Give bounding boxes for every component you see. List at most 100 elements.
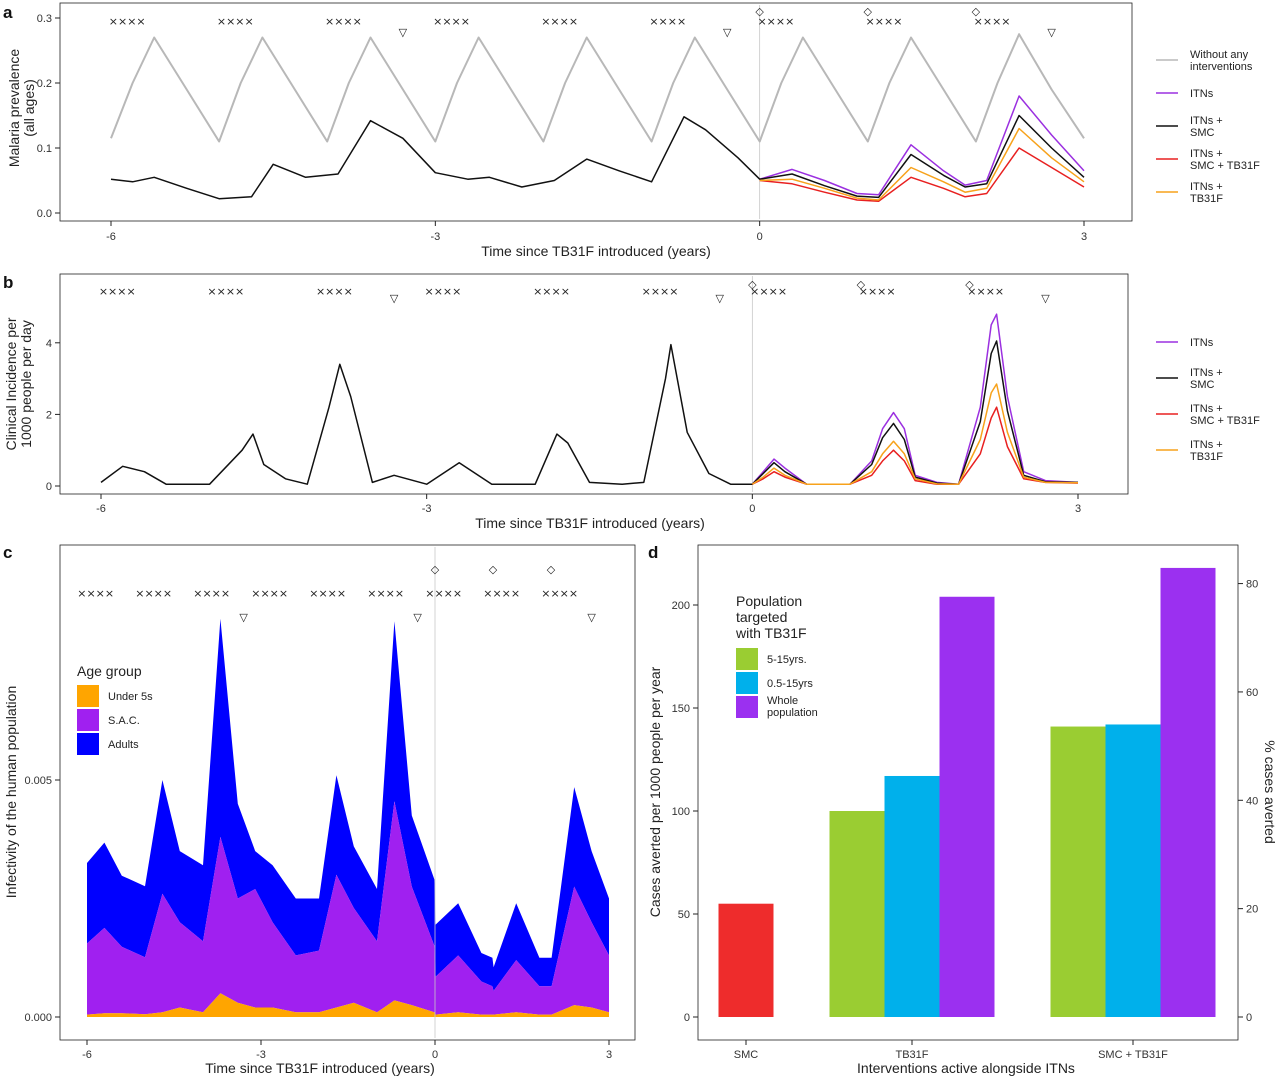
panel-b-ylabel: Clinical Incidence per 1000 people per d… bbox=[3, 317, 34, 450]
panel-d-y2tick-label: 40 bbox=[1246, 795, 1258, 807]
panel-a-smc-marker: ×××× bbox=[974, 15, 1011, 28]
panel-d-legend-label-whole: population bbox=[767, 707, 818, 719]
panel-b-plot: -6 -3 0 3 0 2 4 ×××× ×××× ×××× ×××× ×××× ×××× ×××× ×××… bbox=[46, 276, 1081, 515]
panel-d-legend-title: targeted bbox=[736, 609, 787, 625]
panel-b-xtick-label: -6 bbox=[96, 503, 106, 515]
panel-d-legend-label-age_5_15: 5-15yrs. bbox=[767, 654, 807, 666]
panel-a-ytick-label: 0.1 bbox=[37, 143, 52, 155]
panel-b-ivermectin-marker: ▽ bbox=[716, 292, 725, 305]
panel-b-legend-label-itns_smc: SMC bbox=[1190, 379, 1215, 391]
panel-c-legend-label-adults: Adults bbox=[108, 739, 139, 751]
panel-c-smc-marker: ×××× bbox=[251, 587, 288, 600]
panel-a-legend-label-itns_tb31f: ITNs + bbox=[1190, 181, 1223, 193]
panel-b-legend-label-itns_tb31f: TB31F bbox=[1190, 451, 1223, 463]
panel-b-xlabel: Time since TB31F introduced (years) bbox=[475, 515, 705, 531]
panel-a-xtick-label: -3 bbox=[430, 231, 440, 243]
panel-a-smc-marker: ×××× bbox=[433, 15, 470, 28]
panel-d-bar-age_05_15 bbox=[1105, 724, 1161, 1017]
panel-d-xtick-label: TB31F bbox=[895, 1049, 928, 1061]
panel-a-smc-marker: ×××× bbox=[866, 15, 903, 28]
panel-a-legend-label-itns_smc_tb31f: SMC + TB31F bbox=[1190, 160, 1260, 172]
panel-d-ylabel: Cases averted per 1000 people per year bbox=[647, 666, 663, 917]
panel-c-legend-label-under5: Under 5s bbox=[108, 691, 153, 703]
panel-a-ylabel-line1: Malaria prevalence bbox=[6, 49, 22, 167]
panel-d-bar-age_05_15 bbox=[884, 775, 940, 1017]
panel-b-smc-marker: ×××× bbox=[642, 285, 679, 298]
panel-a-legend-label-itns_smc_tb31f: ITNs + bbox=[1190, 148, 1223, 160]
panel-b-legend-label-itns_smc_tb31f: SMC + TB31F bbox=[1190, 415, 1260, 427]
panel-a-tb31f-marker: ◇ bbox=[755, 5, 764, 18]
panel-c-plot: -6 -3 0 3 0.000 0.005 ×××× ×××× ×××× ×××× ×××× ××××… bbox=[24, 547, 612, 1061]
panel-d-ytick-label: 150 bbox=[672, 703, 690, 715]
panel-d-xlabel: Interventions active alongside ITNs bbox=[857, 1060, 1075, 1076]
panel-d-ytick-label: 50 bbox=[678, 909, 690, 921]
panel-d-y2tick-label: 0 bbox=[1246, 1012, 1252, 1024]
panel-b-ivermectin-marker: ▽ bbox=[390, 292, 399, 305]
panel-a-ytick-label: 0.2 bbox=[37, 78, 52, 90]
panel-a-legend-label-itns_smc: ITNs + bbox=[1190, 115, 1223, 127]
panel-a-smc-marker: ×××× bbox=[541, 15, 578, 28]
panel-c-smc-marker: ×××× bbox=[483, 587, 520, 600]
panel-b-tb31f-marker: ◇ bbox=[748, 278, 757, 291]
panel-c-ytick-label: 0.000 bbox=[24, 1012, 52, 1024]
panel-a-series-itns bbox=[759, 95, 1085, 196]
panel-b-smc-marker: ×××× bbox=[99, 285, 136, 298]
panel-b-xtick-label: -3 bbox=[422, 503, 432, 515]
panel-c-legend-label-sac: S.A.C. bbox=[108, 715, 140, 727]
panel-d-legend-label-age_05_15: 0.5-15yrs bbox=[767, 678, 813, 690]
panel-b-series-itns bbox=[751, 313, 1079, 485]
panel-a-smc-marker: ×××× bbox=[757, 15, 794, 28]
panel-b-ivermectin-marker: ▽ bbox=[1041, 292, 1050, 305]
panel-a-xtick-label: 3 bbox=[1081, 231, 1087, 243]
panel-b-ylabel-line2: 1000 people per day bbox=[18, 320, 34, 448]
panel-c-xlabel: Time since TB31F introduced (years) bbox=[205, 1060, 435, 1076]
panel-b-smc-marker: ×××× bbox=[425, 285, 462, 298]
panel-b-ytick-label: 4 bbox=[46, 338, 52, 350]
panel-c-tb31f-marker: ◇ bbox=[547, 563, 556, 576]
panel-d-bar-age_5_15 bbox=[829, 811, 885, 1017]
panel-b: b -6 -3 0 3 0 2 4 ×××× ×××× ×××× ×××× ×××× ×××× ×××× ×… bbox=[3, 273, 1260, 531]
panel-c-ivermectin-marker: ▽ bbox=[587, 611, 596, 624]
panel-d-legend-title: Population bbox=[736, 593, 802, 609]
panel-c-xtick-label: -3 bbox=[256, 1049, 266, 1061]
panel-c-ivermectin-marker: ▽ bbox=[413, 611, 422, 624]
panel-b-ytick-label: 0 bbox=[46, 481, 52, 493]
panel-a-ivermectin-marker: ▽ bbox=[399, 26, 408, 39]
panel-b-legend-label-itns: ITNs bbox=[1190, 337, 1214, 349]
panel-d-ytick-label: 0 bbox=[684, 1012, 690, 1024]
panel-c-smc-marker: ×××× bbox=[367, 587, 404, 600]
panel-d-y2tick-label: 20 bbox=[1246, 904, 1258, 916]
panel-c-legend-title: Age group bbox=[77, 663, 142, 679]
panel-d-letter: d bbox=[648, 543, 658, 562]
panel-c-area-sac bbox=[87, 801, 609, 1015]
panel-c-legend: Age group Under 5s S.A.C. Adults bbox=[77, 663, 153, 755]
panel-d-legend-title: with TB31F bbox=[735, 625, 807, 641]
panel-a-ivermectin-marker: ▽ bbox=[1047, 26, 1056, 39]
panel-c-xtick-label: 0 bbox=[432, 1049, 438, 1061]
panel-c-smc-marker: ×××× bbox=[541, 587, 578, 600]
panel-a-ylabel: Malaria prevalence (all ages) bbox=[6, 49, 37, 167]
panel-c-tb31f-marker: ◇ bbox=[489, 563, 498, 576]
panel-a-tb31f-marker: ◇ bbox=[972, 5, 981, 18]
panel-a-ytick-label: 0.3 bbox=[37, 13, 52, 25]
panel-c-smc-marker: ×××× bbox=[309, 587, 346, 600]
panel-c-ylabel: Infectivity of the human population bbox=[3, 686, 19, 898]
panel-a-legend-label-no_intervention: interventions bbox=[1190, 61, 1253, 73]
panel-b-smc-marker: ×××× bbox=[750, 285, 787, 298]
panel-b-tb31f-marker: ◇ bbox=[857, 278, 866, 291]
panel-c-plot-border bbox=[59, 544, 636, 1041]
panel-d-ytick-label: 100 bbox=[672, 806, 690, 818]
panel-a: a -6 -3 0 3 0.0 0.1 0.2 0.3 ×××× ×××× ×××× ×××× ××××… bbox=[3, 2, 1260, 259]
panel-b-xtick-label: 3 bbox=[1075, 503, 1081, 515]
panel-c-ivermectin-marker: ▽ bbox=[239, 611, 248, 624]
panel-a-ytick-label: 0.0 bbox=[37, 208, 52, 220]
panel-d-legend-label-whole: Whole bbox=[767, 695, 798, 707]
panel-d-xtick-label: SMC bbox=[734, 1049, 759, 1061]
panel-d-legend-key-age_5_15 bbox=[736, 648, 758, 670]
panel-c-smc-marker: ×××× bbox=[135, 587, 172, 600]
panel-c-area-under5 bbox=[87, 993, 609, 1017]
panel-c-legend-key-under5 bbox=[77, 685, 99, 707]
